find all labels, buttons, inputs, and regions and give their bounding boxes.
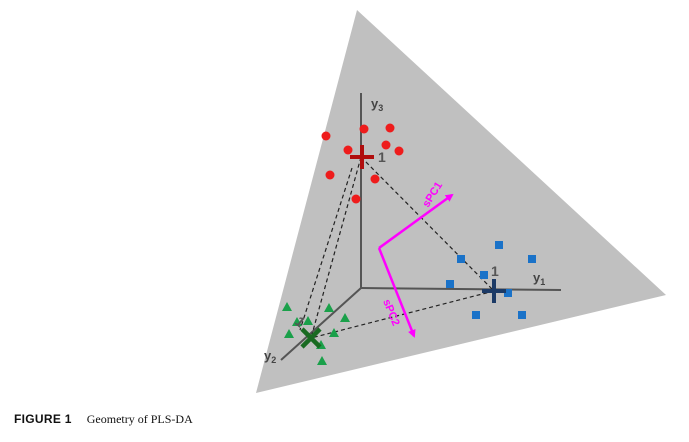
y3-axis-label: y3 (371, 96, 383, 113)
red-point (321, 131, 331, 141)
red-point (325, 170, 335, 180)
red-group (321, 123, 404, 204)
blue-point (504, 289, 512, 297)
blue-point (528, 255, 536, 263)
centroid-connectors (299, 156, 495, 339)
green-point (292, 317, 302, 326)
red-point (359, 124, 369, 134)
y1-axis-label: y1 (533, 270, 545, 287)
connector-blue-green (310, 290, 495, 339)
blue-point (495, 241, 503, 249)
connector-red-green (310, 156, 362, 339)
blue-centroid-label: 1 (491, 263, 499, 279)
green-point (284, 329, 294, 338)
spc2-arrow (377, 247, 416, 338)
green-point (282, 302, 292, 311)
caption-label: FIGURE 1 (14, 412, 72, 426)
red-centroid-cross (350, 145, 374, 169)
blue-point (457, 255, 465, 263)
green-point (329, 328, 339, 337)
green-point (340, 313, 350, 322)
red-point (385, 123, 395, 133)
connector-red-green-outer (299, 167, 353, 331)
red-point (394, 146, 404, 156)
blue-point (472, 311, 480, 319)
connector-red-blue (360, 156, 495, 292)
blue-point (480, 271, 488, 279)
y2-axis-line (280, 287, 362, 361)
red-centroid-label: 1 (378, 149, 386, 165)
blue-group (446, 241, 536, 319)
green-point (317, 356, 327, 365)
red-point (351, 194, 361, 204)
blue-point (446, 280, 454, 288)
red-point (370, 174, 380, 184)
green-point (303, 316, 313, 325)
red-point (343, 145, 353, 155)
red-point (381, 140, 391, 150)
spc1-arrow (378, 193, 454, 250)
caption-text: Geometry of PLS-DA (86, 412, 193, 426)
projection-plane (256, 10, 666, 393)
blue-centroid-cross (482, 279, 506, 303)
figure-caption: FIGURE 1 Geometry of PLS-DA (14, 412, 193, 427)
blue-point (518, 311, 526, 319)
y2-axis-label: y2 (264, 348, 276, 365)
green-group (282, 302, 350, 365)
green-centroid-x (300, 327, 322, 349)
green-point (324, 303, 334, 312)
